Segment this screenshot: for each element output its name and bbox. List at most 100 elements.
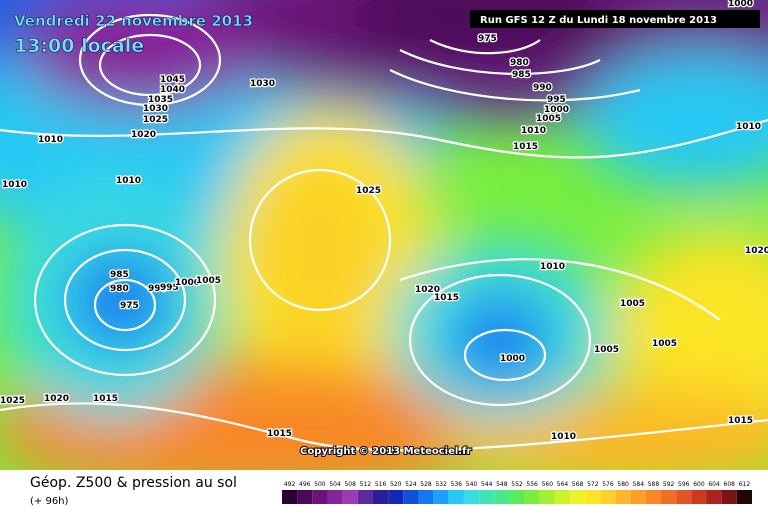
isobar-label: 1015 [513, 142, 538, 152]
color-scale: 492 496 500 504 508 512 516 520 524 528 532 536 540 5… [282, 481, 752, 504]
scale-label: 568 [572, 481, 584, 488]
map-date: Vendredi 22 novembre 2013 [14, 12, 253, 30]
scale-swatch [448, 490, 464, 504]
scale-swatch [585, 490, 601, 504]
scale-swatch [403, 490, 419, 504]
isobar-label: 980 [110, 284, 129, 294]
scale-label: 588 [648, 481, 660, 488]
isobar-label: 1020 [131, 130, 156, 140]
scale-swatch [524, 490, 540, 504]
isobar-label: 1005 [594, 345, 619, 355]
scale-label: 492 [284, 481, 296, 488]
isobar-label: 980 [510, 58, 529, 68]
isobar-label: 1000 [728, 0, 753, 9]
scale-label: 608 [724, 481, 736, 488]
isobar-label: 1015 [434, 293, 459, 303]
run-box [470, 10, 760, 28]
isobar-label: 990 [533, 83, 552, 93]
scale-label: 496 [299, 481, 311, 488]
scale-label: 548 [496, 481, 508, 488]
copyright: Copyright © 2013 Meteociel.fr [300, 446, 471, 457]
isobar-label: 1010 [116, 176, 141, 186]
isobar-label: 1015 [267, 429, 292, 439]
scale-swatch [494, 490, 510, 504]
scale-swatch [509, 490, 525, 504]
footer-title: Géop. Z500 & pression au sol [30, 475, 237, 491]
isobar-label: 995 [160, 283, 179, 293]
scale-swatch [418, 490, 434, 504]
isobar-label: 1000 [544, 105, 569, 115]
scale-swatch [630, 490, 646, 504]
isobar-label: 995 [547, 95, 566, 105]
isobar-label: 990 [148, 284, 167, 294]
isobar-label: 1005 [196, 276, 221, 286]
scale-swatch [539, 490, 555, 504]
scale-label: 572 [587, 481, 599, 488]
scale-label: 552 [511, 481, 523, 488]
scale-label: 520 [390, 481, 402, 488]
scale-label: 508 [344, 481, 356, 488]
isobar-label: 975 [478, 34, 497, 44]
scale-label: 528 [420, 481, 432, 488]
scale-swatch [297, 490, 313, 504]
scale-swatch [463, 490, 480, 504]
isobar-label: 1010 [540, 262, 565, 272]
scale-label: 584 [633, 481, 645, 488]
isobar-label: 1010 [551, 432, 576, 442]
scale-label: 604 [708, 481, 720, 488]
isobar-label: 1010 [521, 126, 546, 136]
scale-label: 576 [602, 481, 614, 488]
isobar-label: 1010 [38, 135, 63, 145]
scale-swatch [736, 490, 752, 504]
scale-swatch [554, 490, 571, 504]
isobars [0, 13, 768, 452]
scale-label: 592 [663, 481, 675, 488]
scale-label: 556 [526, 481, 538, 488]
isobar-label: 1000 [175, 278, 200, 288]
scale-swatch [433, 490, 449, 504]
scale-label: 580 [617, 481, 629, 488]
isobar-label: 1020 [745, 246, 768, 256]
scale-swatch [676, 490, 692, 504]
scale-label: 512 [360, 481, 372, 488]
isobar-label: 1025 [0, 396, 25, 406]
scale-swatch [357, 490, 373, 504]
scale-swatch [312, 490, 328, 504]
scale-label: 612 [739, 481, 751, 488]
isobar-label: 975 [120, 301, 139, 311]
scale-label: 544 [481, 481, 493, 488]
isobar-label: 1020 [44, 394, 69, 404]
isobar-label: 1015 [728, 416, 753, 426]
scale-swatch [479, 490, 495, 504]
scale-label: 596 [678, 481, 690, 488]
isobar-label: 985 [110, 270, 129, 280]
isobar-label: 985 [512, 70, 531, 80]
isobar-label: 1030 [143, 104, 168, 114]
isobar-label: 1045 [160, 75, 185, 85]
footer-lead: (+ 96h) [30, 496, 69, 507]
scale-swatch [372, 490, 389, 504]
scale-swatch [706, 490, 722, 504]
isobar-label: 1005 [652, 339, 677, 349]
scale-swatch [600, 490, 616, 504]
scale-label: 516 [375, 481, 387, 488]
isobar-label: 1000 [500, 354, 525, 364]
isobar-label: 1010 [736, 122, 761, 132]
isobar-label: 1025 [356, 186, 381, 196]
scale-swatch [615, 490, 631, 504]
scale-swatch [645, 490, 662, 504]
isobar-label: 1040 [160, 85, 185, 95]
scale-swatch [327, 490, 343, 504]
scale-swatch [570, 490, 586, 504]
scale-label: 504 [329, 481, 341, 488]
isobar-label: 1005 [536, 114, 561, 124]
scale-label: 500 [314, 481, 326, 488]
isobar-label: 1025 [143, 115, 168, 125]
isobar-label: 1005 [620, 299, 645, 309]
run-info: Run GFS 12 Z du Lundi 18 novembre 2013 [480, 15, 717, 26]
scale-swatch [661, 490, 677, 504]
scale-swatch [691, 490, 707, 504]
map-time: 13:00 locale [14, 35, 144, 57]
